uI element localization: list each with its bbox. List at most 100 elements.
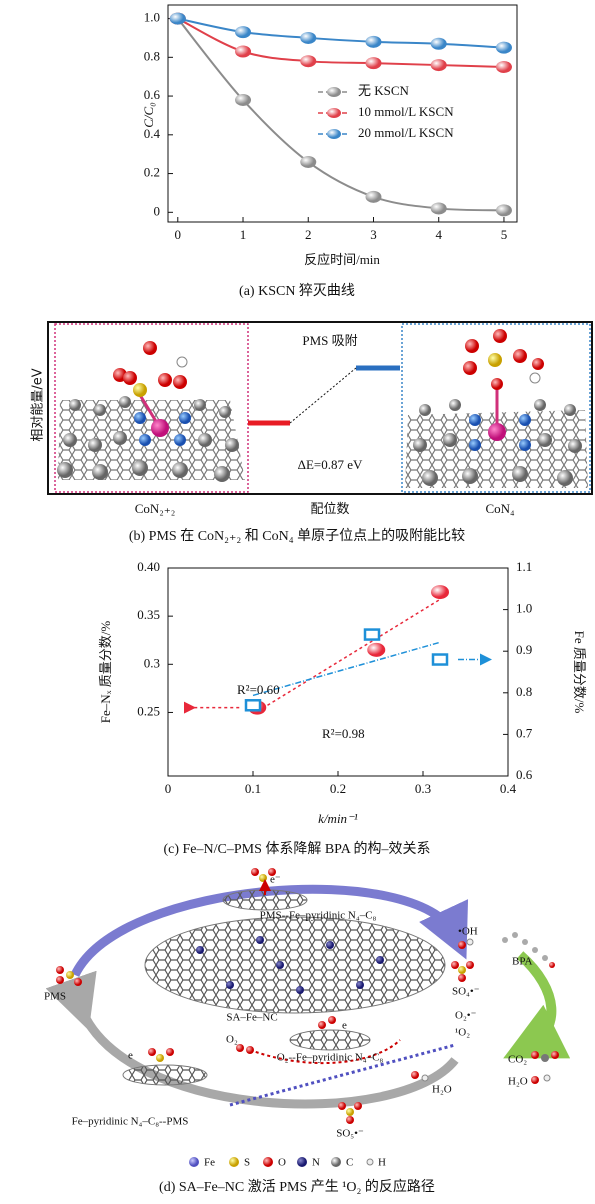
legend-label: O	[278, 1157, 286, 1169]
marker	[431, 59, 447, 71]
marker	[300, 32, 316, 44]
marker	[300, 156, 316, 168]
fit-line	[253, 642, 440, 695]
x-tick-label: 0	[175, 227, 182, 242]
legend: Fe S O N C H	[189, 1157, 386, 1169]
marker	[496, 42, 512, 54]
label: e	[342, 1020, 347, 1032]
connector	[290, 368, 356, 423]
x-tick-label: 5	[501, 227, 508, 242]
figure: C/C₀ 反应时间/min (a) KSCN 猝灭曲线	[0, 0, 595, 1204]
marker	[496, 204, 512, 216]
panel-a: C/C₀ 反应时间/min (a) KSCN 猝灭曲线	[141, 102, 380, 299]
y2-axis-label: Fe 质量分数/%	[572, 631, 587, 714]
label: PMS	[44, 991, 66, 1003]
y2-tick-label: 0.8	[516, 684, 532, 699]
legend-label: 20 mmol/L KSCN	[358, 125, 454, 140]
y-axis-label: 相对能量/eV	[31, 368, 46, 441]
legend-label: S	[244, 1157, 250, 1169]
point	[431, 585, 449, 599]
label: ¹O₂	[455, 1027, 470, 1039]
pathway-arrow	[520, 955, 551, 1045]
marker	[365, 36, 381, 48]
label: H₂O	[432, 1084, 452, 1096]
step-label: PMS 吸附	[302, 333, 357, 348]
x-axis-label: k/min⁻¹	[318, 811, 358, 826]
marker	[300, 55, 316, 67]
x-tick-label: 0	[165, 781, 172, 796]
marker	[431, 202, 447, 214]
y-tick-label: 0.35	[137, 607, 160, 622]
point	[365, 630, 379, 640]
y-tick-label: 1.0	[144, 10, 160, 25]
label: O₂	[226, 1034, 238, 1046]
annotation: R²=0.60	[237, 682, 280, 697]
legend-label: 10 mmol/L KSCN	[358, 104, 454, 119]
legend-label: N	[312, 1157, 320, 1169]
x-tick-label: 0.3	[415, 781, 431, 796]
series-line	[178, 19, 504, 67]
y-tick-label: 0.8	[144, 48, 160, 63]
marker	[235, 46, 251, 58]
caption: (d) SA–Fe–NC 激活 PMS 产生 ¹O₂ 的反应路径	[159, 1178, 435, 1195]
y2-tick-label: 1.1	[516, 559, 532, 574]
label: PMS--Fe–pyridinic N₄–C₈	[260, 910, 377, 922]
x-label: CoN₄	[485, 501, 515, 516]
y-axis-label: C/C₀	[141, 102, 156, 127]
y-tick-label: 0.4	[144, 126, 161, 141]
x-tick-label: 0.4	[500, 781, 517, 796]
legend-label: C	[346, 1157, 353, 1169]
x-tick-label: 4	[435, 227, 442, 242]
marker	[235, 94, 251, 106]
marker	[496, 61, 512, 73]
x-tick-label: 3	[370, 227, 377, 242]
point	[246, 700, 260, 710]
series-line	[178, 19, 504, 211]
y-tick-label: 0.2	[144, 165, 160, 180]
caption: (b) PMS 在 CoN₂₊₂ 和 CoN₄ 单原子位点上的吸附能比较	[129, 528, 465, 544]
caption: (a) KSCN 猝灭曲线	[239, 283, 355, 299]
molecule	[57, 341, 245, 482]
y2-tick-label: 1.0	[516, 601, 532, 616]
label: CO₂	[508, 1054, 527, 1066]
x-tick-label: 1	[240, 227, 247, 242]
graphene-sheet	[123, 1065, 207, 1085]
x-axis-label: 反应时间/min	[304, 252, 380, 267]
y2-tick-label: 0.7	[516, 725, 533, 740]
marker	[365, 191, 381, 203]
x-label: 配位数	[310, 501, 349, 516]
legend-marker	[327, 108, 341, 118]
legend-label: H	[378, 1157, 386, 1169]
x-tick-label: 0.1	[245, 781, 261, 796]
panel-d: e⁻ PMS--Fe–pyridinic N₄–C₈ •OH BPA PMS S…	[44, 868, 559, 1195]
legend-marker	[327, 129, 341, 139]
graphene-sheet	[290, 1030, 370, 1050]
series-line	[178, 19, 504, 48]
legend-label: 无 KSCN	[358, 83, 410, 98]
marker	[170, 13, 186, 25]
marker	[365, 57, 381, 69]
label: O₂--Fe–pyridinic N₄–C₈	[277, 1052, 384, 1064]
y-tick-label: 0.6	[144, 87, 161, 102]
y-axis-label: Fe–Nₓ 质量分数/%	[98, 621, 113, 724]
y-tick-label: 0.25	[137, 703, 160, 718]
label: SO₄•⁻	[452, 986, 480, 998]
panel-b: 相对能量/eV PMS 吸附 ΔE=0.87 eV CoN₂₊₂ 配位数 CoN…	[31, 322, 593, 544]
marker	[235, 26, 251, 38]
point	[433, 655, 447, 665]
x-tick-label: 0.2	[330, 781, 346, 796]
label: BPA	[512, 956, 532, 968]
label: H₂O	[508, 1076, 528, 1088]
x-label: CoN₂₊₂	[135, 501, 176, 516]
label: O₂•⁻	[455, 1010, 477, 1022]
y2-tick-label: 0.9	[516, 642, 532, 657]
caption: (c) Fe–N/C–PMS 体系降解 BPA 的构–效关系	[163, 841, 430, 857]
y-tick-label: 0	[154, 203, 161, 218]
graphene-sheet	[145, 917, 445, 1013]
delta-label: ΔE=0.87 eV	[298, 457, 363, 472]
fit-line	[257, 599, 440, 711]
y-tick-label: 0.3	[144, 655, 160, 670]
x-tick-label: 2	[305, 227, 312, 242]
annotation: R²=0.98	[322, 726, 365, 741]
legend-marker	[327, 87, 341, 97]
